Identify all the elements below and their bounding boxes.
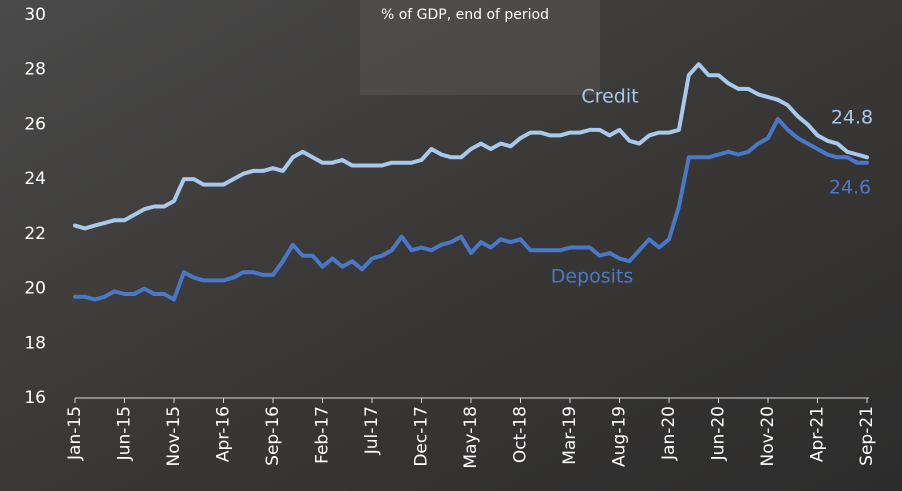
page: {"chart_data": {"type": "line", "subtitl… [0,0,902,491]
y-tick-label: 18 [24,333,46,353]
x-tick-label: Mar-19 [560,406,580,465]
x-tick-label: Jan-15 [65,406,85,461]
data-label: 24.6 [829,177,871,199]
x-tick-label: Apr-21 [808,406,828,462]
series-label: Deposits [551,266,634,288]
x-tick-label: Sep-21 [857,406,877,466]
x-tick-label: Nov-20 [758,406,778,467]
y-tick-label: 20 [24,279,46,299]
y-tick-label: 22 [24,224,46,244]
x-tick-label: Nov-15 [164,406,184,467]
data-label: 24.8 [831,107,873,129]
chart: % of GDP, end of period 16 18 20 22 24 26 28 30… [0,0,902,491]
x-tick-label: Aug-19 [610,406,630,467]
series-label: Credit [581,86,638,108]
x-tick-label: Oct-18 [511,406,531,463]
x-tick-label: Sep-16 [263,406,283,466]
x-tick-label: Apr-16 [214,406,234,462]
y-tick-label: 26 [24,114,46,134]
subtitle: % of GDP, end of period [381,7,549,23]
y-tick-label: 16 [24,388,46,408]
x-tick-label: Jun-20 [709,406,729,461]
x-tick-label: Feb-17 [313,406,333,464]
x-tick-label: Dec-17 [412,406,432,467]
y-tick-label: 28 [24,60,46,80]
x-tick-label: Jan-20 [659,406,679,461]
y-tick-label: 24 [24,169,46,189]
x-tick-label: May-18 [461,406,481,469]
y-tick-label: 30 [24,5,46,25]
x-tick-label: Jul-17 [362,406,382,455]
x-tick-label: Jun-15 [115,406,135,461]
